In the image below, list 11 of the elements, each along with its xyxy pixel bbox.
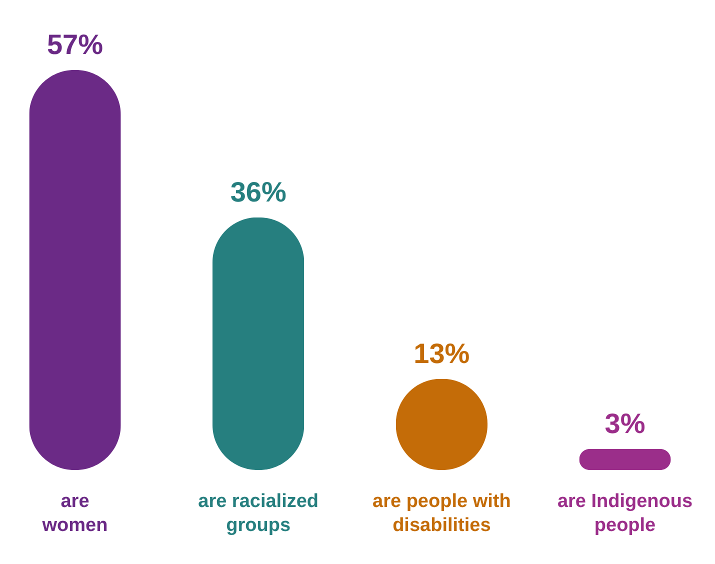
data-label: 3% xyxy=(604,408,646,439)
x-tick-label: are people with disabilities xyxy=(372,491,511,536)
x-tick-label: are Indigenous people xyxy=(557,491,693,536)
x-tick-label: are women xyxy=(41,491,108,536)
bar xyxy=(212,217,304,470)
bar xyxy=(579,448,671,470)
data-label: 57% xyxy=(46,29,104,60)
data-label: 36% xyxy=(230,176,286,208)
x-tick-label: are racialized groups xyxy=(198,491,319,536)
data-label: 13% xyxy=(414,338,470,369)
bar xyxy=(29,70,121,470)
